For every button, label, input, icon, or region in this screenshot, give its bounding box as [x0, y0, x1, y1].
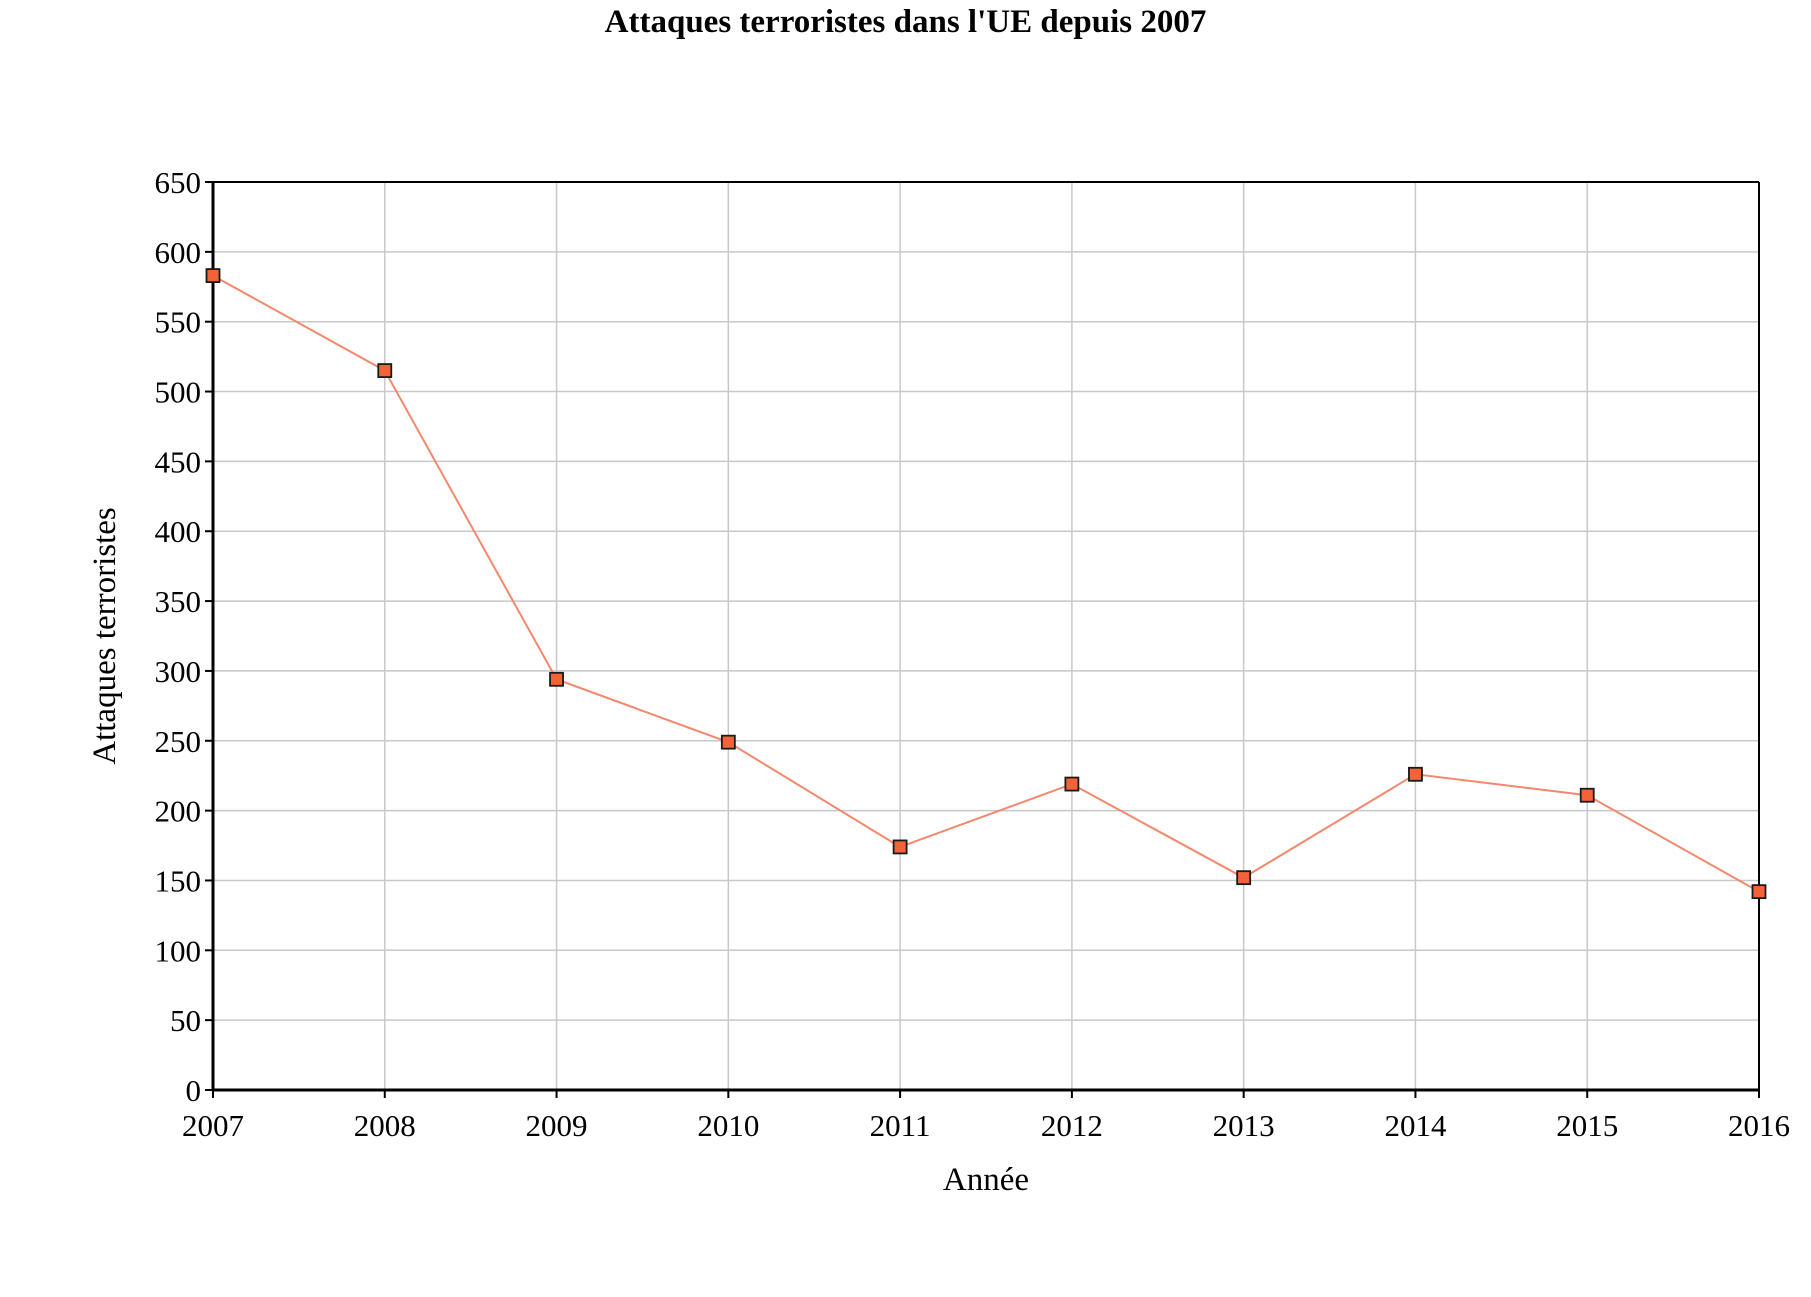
series [205, 268, 1767, 900]
y-tick-label: 450 [155, 444, 202, 479]
y-tick-label: 600 [155, 235, 202, 270]
y-axis-tick-labels: 0 50 100 150 200 250 300 350 400 450 500 550 600 650 [155, 165, 202, 1108]
series-line [212, 274, 1760, 893]
y-tick-label: 150 [155, 863, 202, 898]
data-point-marker [205, 268, 221, 283]
x-tick-label: 2010 [697, 1108, 759, 1143]
x-tick-label: 2009 [526, 1108, 588, 1143]
x-axis-title: Année [943, 1162, 1029, 1198]
data-point-marker [549, 671, 564, 687]
grid [213, 182, 1759, 1090]
y-tick-label: 0 [186, 1073, 202, 1108]
y-tick-label: 550 [155, 305, 202, 340]
y-tick-label: 250 [155, 724, 202, 759]
data-point-marker [1408, 766, 1423, 782]
y-tick-label: 350 [155, 584, 202, 619]
x-tick-label: 2008 [354, 1108, 416, 1143]
x-tick-label: 2014 [1384, 1108, 1447, 1143]
y-tick-label: 500 [155, 375, 202, 410]
y-tick-label: 200 [155, 794, 202, 829]
y-tick-label: 50 [170, 1003, 201, 1038]
x-tick-label: 2015 [1556, 1108, 1618, 1143]
y-tick-label: 400 [155, 514, 202, 549]
y-axis-title: Attaques terroristes [87, 507, 123, 765]
chart-title: Attaques terroristes dans l'UE depuis 20… [604, 4, 1207, 40]
x-tick-label: 2016 [1728, 1108, 1790, 1143]
data-point-marker [1064, 776, 1080, 792]
x-tick-label: 2012 [1041, 1108, 1103, 1143]
data-point-marker [1751, 884, 1767, 900]
x-tick-label: 2007 [182, 1108, 244, 1143]
data-point-marker [892, 839, 908, 855]
y-tick-label: 100 [155, 933, 202, 968]
axes [205, 181, 1760, 1098]
y-tick-label: 650 [155, 165, 202, 200]
x-axis-tick-labels: 2007 2008 2009 2010 2011 2012 2013 2014 2015 2016 [182, 1108, 1790, 1143]
data-point-marker [1579, 787, 1595, 803]
data-point-marker [377, 363, 393, 378]
data-point-marker [1236, 870, 1252, 886]
x-tick-label: 2013 [1213, 1108, 1275, 1143]
y-tick-label: 300 [155, 654, 202, 689]
data-point-marker [720, 734, 736, 750]
x-tick-label: 2011 [870, 1108, 931, 1143]
